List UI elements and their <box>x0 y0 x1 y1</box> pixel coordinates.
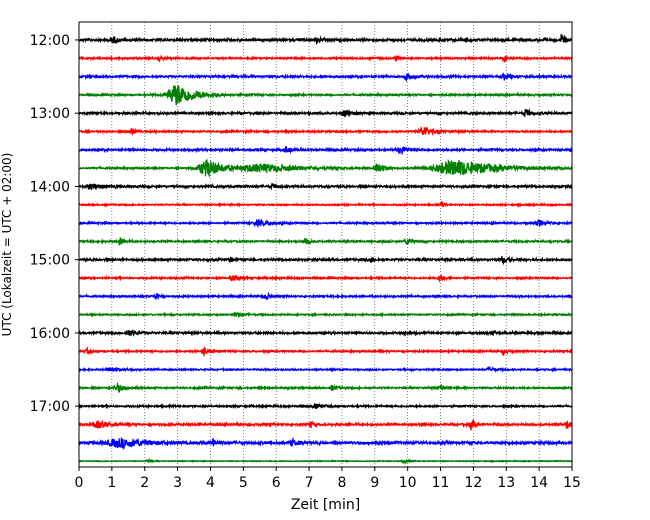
trace-1300 <box>78 108 573 118</box>
trace-1700 <box>78 402 573 410</box>
x-tick-label: 5 <box>239 475 248 491</box>
x-tick-label: 10 <box>399 475 417 491</box>
trace-1215 <box>78 53 573 63</box>
x-tick-label: 1 <box>107 475 116 491</box>
x-tick-label: 7 <box>305 475 314 491</box>
plot-frame <box>78 21 573 468</box>
y-tick-label: 17:00 <box>30 399 70 415</box>
trace-1715 <box>78 418 573 431</box>
x-tick-label: 9 <box>370 475 379 491</box>
x-tick-label: 15 <box>563 475 581 491</box>
x-axis-ticks: 0 1 2 3 4 5 6 7 8 9 10 11 12 13 14 15 <box>75 467 581 491</box>
trace-1245 <box>78 85 573 106</box>
trace-1530 <box>78 291 573 301</box>
y-tick-label: 14:00 <box>30 179 70 195</box>
x-tick-label: 11 <box>432 475 450 491</box>
trace-1545 <box>78 311 573 318</box>
y-axis-ticks: 12:00 13:00 14:00 15:00 16:00 17:00 <box>30 33 79 415</box>
trace-1515 <box>78 273 573 283</box>
trace-series <box>78 33 573 465</box>
x-axis-label: Zeit [min] <box>291 497 360 513</box>
trace-1400 <box>78 182 573 191</box>
y-tick-label: 16:00 <box>30 326 70 342</box>
y-axis-label: UTC (Lokalzeit = UTC + 02:00) <box>0 153 14 337</box>
trace-1415 <box>78 201 573 208</box>
trace-1445 <box>78 237 573 246</box>
trace-1500 <box>78 255 573 266</box>
y-tick-label: 15:00 <box>30 253 70 269</box>
x-tick-label: 6 <box>272 475 281 491</box>
trace-1330 <box>78 146 573 156</box>
trace-1745 <box>78 457 573 465</box>
y-tick-label: 12:00 <box>30 33 70 49</box>
x-tick-label: 0 <box>75 475 84 491</box>
vertical-grid <box>111 22 540 467</box>
x-tick-label: 12 <box>464 475 482 491</box>
y-tick-label: 13:00 <box>30 106 70 122</box>
trace-1730 <box>78 436 573 451</box>
trace-1645 <box>78 381 573 393</box>
x-tick-label: 2 <box>140 475 149 491</box>
trace-1345 <box>78 158 573 178</box>
x-tick-label: 13 <box>497 475 515 491</box>
trace-1430 <box>78 218 573 229</box>
x-tick-label: 8 <box>337 475 346 491</box>
trace-1315 <box>78 126 573 137</box>
x-tick-label: 14 <box>530 475 548 491</box>
x-tick-label: 4 <box>206 475 215 491</box>
trace-1600 <box>78 329 573 337</box>
trace-1615 <box>78 346 573 357</box>
trace-1200 <box>78 33 573 46</box>
trace-1630 <box>78 365 573 373</box>
trace-1230 <box>78 72 573 83</box>
x-tick-label: 3 <box>173 475 182 491</box>
